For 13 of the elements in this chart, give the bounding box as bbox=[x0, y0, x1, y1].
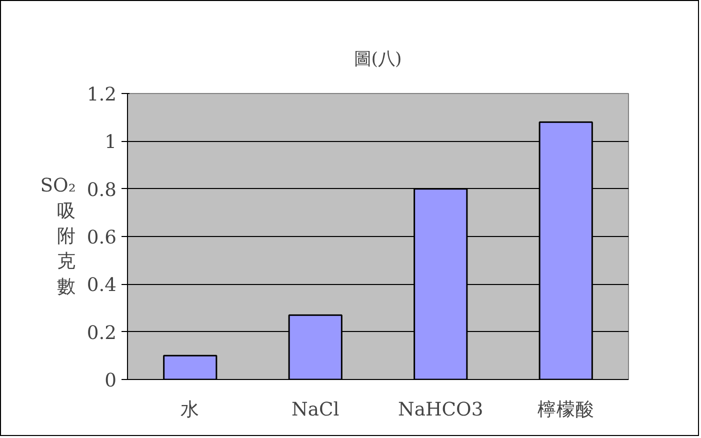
y-tick-label: 0 bbox=[104, 370, 117, 392]
chart-title: 圖(八) bbox=[354, 50, 402, 70]
x-tick-label: NaCl bbox=[292, 400, 340, 420]
y-axis-title: SO₂吸附克數 bbox=[40, 176, 76, 298]
x-tick-label: 水 bbox=[180, 400, 200, 420]
y-tick-label: 0.8 bbox=[86, 180, 116, 201]
x-tick-label: 檸檬酸 bbox=[537, 400, 594, 420]
y-tick-label: 0.6 bbox=[86, 228, 116, 248]
y-tick-label: 1.2 bbox=[86, 84, 116, 106]
y-tick-label: 1 bbox=[104, 132, 117, 154]
y-tick-label: 0.2 bbox=[86, 322, 116, 344]
y-tick-label: 0.4 bbox=[86, 275, 116, 296]
x-tick-label: NaHCO3 bbox=[398, 400, 484, 420]
